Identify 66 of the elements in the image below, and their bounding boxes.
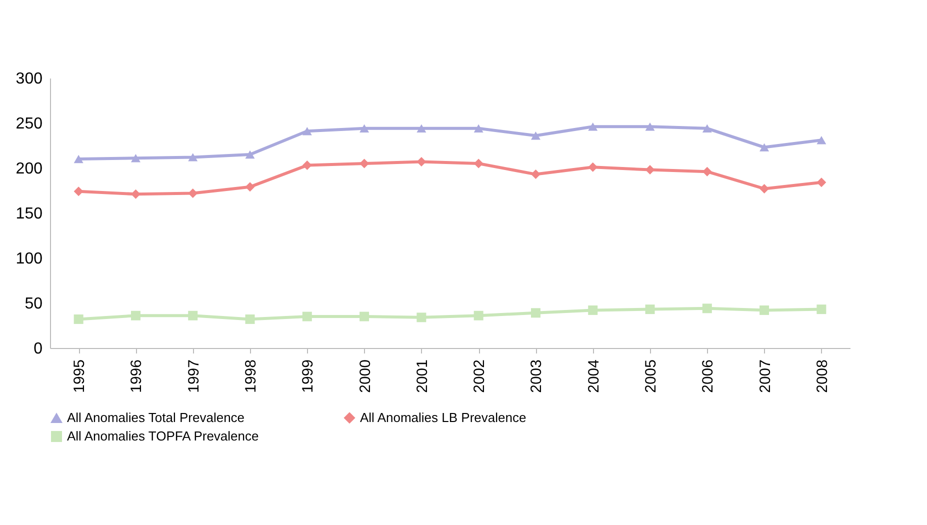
x-tick-label: 2002 (471, 360, 488, 393)
y-tick-label: 300 (16, 70, 43, 88)
point (474, 310, 484, 320)
point (302, 160, 312, 170)
point (188, 188, 198, 198)
point (645, 165, 655, 175)
point (416, 156, 426, 166)
y-tick-label: 200 (16, 160, 43, 178)
x-tick-label: 2005 (642, 360, 660, 393)
point (416, 312, 426, 322)
point (360, 124, 370, 133)
point (130, 154, 140, 162)
point (245, 182, 255, 192)
point (474, 124, 484, 133)
y-tick-label: 250 (16, 116, 43, 132)
y-tick-label: 50 (24, 296, 43, 312)
point (816, 304, 826, 314)
point (74, 314, 84, 324)
x-tick-label: 2001 (414, 360, 431, 393)
point (188, 153, 198, 162)
y-tick-label: 150 (16, 206, 43, 222)
x-tick-label: 2000 (356, 360, 374, 393)
legend-label: All Anomalies TOPFA Prevalence (67, 428, 259, 444)
point (416, 124, 426, 133)
point (645, 122, 655, 131)
x-tick-label: 1996 (128, 360, 146, 393)
point (74, 186, 84, 196)
x-tick-label: 2006 (700, 360, 717, 393)
x-tick-label: 1999 (300, 360, 317, 393)
point (245, 150, 255, 159)
point (130, 310, 140, 320)
point (74, 154, 84, 164)
point (530, 131, 540, 140)
x-tick-label: 2003 (528, 360, 546, 393)
x-tick-label: 2008 (814, 360, 831, 393)
point (588, 162, 598, 172)
point (760, 143, 770, 152)
x-tick-label: 1997 (185, 360, 202, 393)
point (530, 170, 540, 180)
point (360, 158, 370, 168)
point (816, 178, 826, 188)
point (188, 310, 198, 320)
point (530, 308, 540, 318)
point (760, 305, 770, 315)
x-tick-label: 1995 (71, 360, 88, 393)
legend-label: All Anomalies LB Prevalence (360, 410, 526, 425)
y-tick-label: 100 (16, 250, 43, 268)
x-tick-label: 1998 (242, 360, 260, 393)
point (702, 124, 712, 133)
x-tick-label: 2004 (585, 360, 602, 393)
point (645, 304, 655, 314)
y-tick-label: 0 (34, 340, 43, 358)
point (588, 305, 598, 315)
point (130, 189, 140, 199)
point (588, 122, 598, 131)
point (702, 166, 712, 176)
point (302, 126, 312, 136)
legend-label: All Anomalies Total Prevalence (67, 410, 245, 426)
x-tick-label: 2007 (756, 360, 774, 393)
point (360, 312, 370, 322)
point (302, 312, 312, 322)
point (702, 304, 712, 314)
point (245, 314, 255, 324)
point (474, 158, 484, 168)
point (816, 136, 826, 144)
point (760, 184, 770, 194)
